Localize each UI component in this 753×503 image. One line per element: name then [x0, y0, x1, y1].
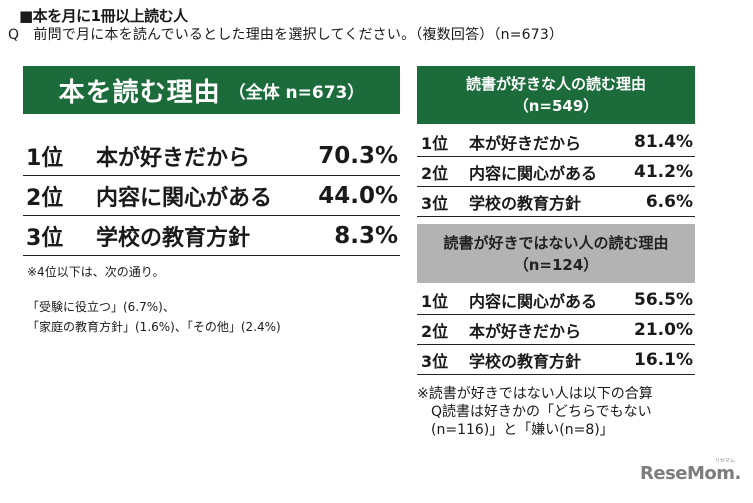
percentage: 70.3%	[318, 142, 398, 169]
note-line: Q読書は好きかの「どちらでもない	[431, 404, 652, 420]
table-row: 2位 内容に関心がある 44.0%	[23, 176, 400, 216]
rank: 3位	[421, 193, 449, 213]
reason-label: 学校の教育方針	[469, 193, 582, 213]
rank: 2位	[421, 321, 449, 341]
overall-note-details: 「受験に役立つ」(6.7%)、 「家庭の教育方針」(1.6%)、「その他」(2.…	[27, 297, 281, 337]
percentage: 56.5%	[634, 289, 693, 310]
note-line: 「家庭の教育方針」(1.6%)、「その他」(2.4%)	[27, 320, 281, 334]
rank: 3位	[26, 225, 64, 251]
rank: 3位	[421, 351, 449, 371]
logo-kana: リセマム	[715, 458, 736, 464]
percentage: 16.1%	[634, 349, 693, 370]
reason-label: 内容に関心がある	[469, 291, 598, 311]
percentage: 21.0%	[634, 319, 693, 340]
overall-banner-title: 本を読む理由	[58, 77, 221, 108]
section-title: ■本を月に1冊以上読む人	[19, 7, 188, 25]
percentage: 81.4%	[634, 131, 693, 152]
overall-ranking-table: 1位 本が好きだから 70.3% 2位 内容に関心がある 44.0% 3位 学校…	[23, 136, 400, 256]
reason-label: 本が好きだから	[469, 321, 582, 341]
rank: 1位	[421, 133, 449, 153]
overall-banner: 本を読む理由 （全体 n=673）	[23, 66, 400, 114]
reason-label: 内容に関心がある	[96, 185, 273, 211]
likes-reading-table: 1位 本が好きだから 81.4% 2位 内容に関心がある 41.2% 3位 学校…	[417, 127, 695, 217]
table-row: 3位 学校の教育方針 6.6%	[417, 187, 695, 217]
reason-label: 本が好きだから	[469, 133, 582, 153]
survey-question: Q 前問で月に本を読んでいるとした理由を選択してください。（複数回答）（n=67…	[8, 27, 564, 43]
reason-label: 学校の教育方針	[469, 351, 582, 371]
table-row: 3位 学校の教育方針 16.1%	[417, 345, 695, 375]
reason-label: 本が好きだから	[96, 145, 251, 171]
not-likes-reading-table: 1位 内容に関心がある 56.5% 2位 本が好きだから 21.0% 3位 学校…	[417, 285, 695, 375]
table-row: 2位 内容に関心がある 41.2%	[417, 157, 695, 187]
percentage: 41.2%	[634, 161, 693, 182]
rank: 1位	[26, 145, 64, 171]
overall-banner-sample: （全体 n=673）	[228, 82, 365, 103]
header-sample: （n=549）	[513, 97, 599, 115]
rank: 2位	[26, 185, 64, 211]
table-row: 3位 学校の教育方針 8.3%	[23, 216, 400, 256]
rank: 2位	[421, 163, 449, 183]
reason-label: 内容に関心がある	[469, 163, 598, 183]
likes-reading-header: 読書が好きな人の読む理由 （n=549）	[417, 66, 695, 124]
table-row: 1位 内容に関心がある 56.5%	[417, 285, 695, 315]
reason-label: 学校の教育方針	[96, 225, 251, 251]
percentage: 44.0%	[318, 182, 398, 209]
percentage: 6.6%	[645, 191, 693, 212]
note-line: 「受験に役立つ」(6.7%)、	[27, 300, 175, 314]
not-likes-reading-header: 読書が好きではない人の読む理由 （n=124）	[417, 224, 695, 283]
overall-note-heading: ※4位以下は、次の通り。	[27, 265, 165, 279]
not-likes-reading-note: ※読書が好きではない人は以下の合算 Q読書は好きかの「どちらでもない (n=11…	[417, 385, 653, 439]
header-sample: （n=124）	[513, 255, 599, 274]
percentage: 8.3%	[334, 222, 398, 249]
table-row: 1位 本が好きだから 70.3%	[23, 136, 400, 176]
header-title: 読書が好きではない人の読む理由	[443, 233, 669, 252]
header-title: 読書が好きな人の読む理由	[465, 75, 646, 93]
resemom-logo: ReseMom.	[640, 463, 741, 484]
note-line: ※読書が好きではない人は以下の合算	[417, 386, 653, 402]
table-row: 2位 本が好きだから 21.0%	[417, 315, 695, 345]
rank: 1位	[421, 291, 449, 311]
table-row: 1位 本が好きだから 81.4%	[417, 127, 695, 157]
note-line: (n=116)」と「嫌い(n=8)」	[431, 422, 614, 438]
